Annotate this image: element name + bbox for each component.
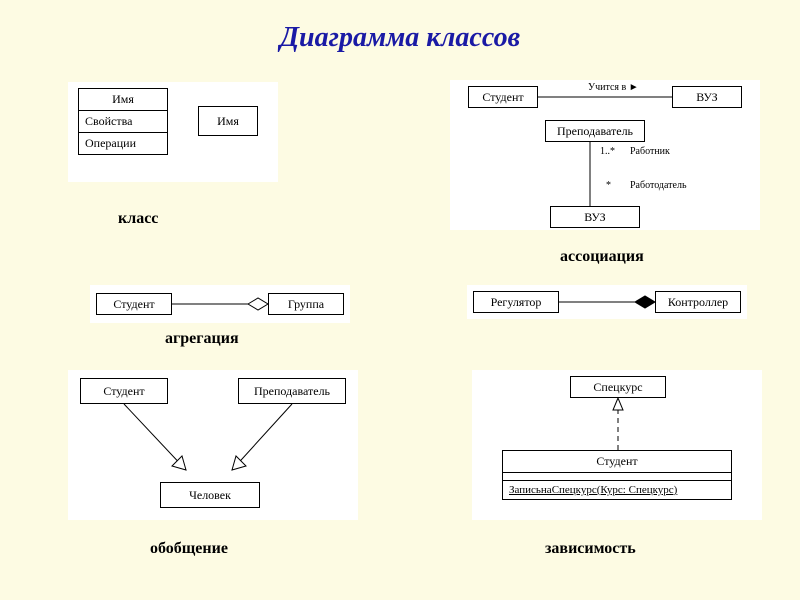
assoc-role2: Работодатель (630, 180, 687, 191)
class-box-simple: Имя (198, 106, 258, 136)
comp-left: Регулятор (473, 291, 559, 313)
assoc-vuz2: ВУЗ (550, 206, 640, 228)
agg-left: Студент (96, 293, 172, 315)
assoc-role1: Работник (630, 146, 670, 157)
assoc-teacher: Преподаватель (545, 120, 645, 142)
dep-student-method: ЗаписьнаСпецкурс(Курс: Спецкурс) (503, 481, 731, 499)
gen-right: Преподаватель (238, 378, 346, 404)
label-aggregation: агрегация (165, 330, 239, 348)
class-name-row: Имя (79, 89, 167, 111)
panel-generalization: Студент Преподаватель Человек (68, 370, 358, 520)
dep-top: Спецкурс (570, 376, 666, 398)
agg-right: Группа (268, 293, 344, 315)
class-props-row: Свойства (79, 111, 167, 133)
assoc-student: Студент (468, 86, 538, 108)
dep-student-name: Студент (503, 451, 731, 473)
class-box-full: Имя Свойства Операции (78, 88, 168, 155)
gen-left: Студент (80, 378, 168, 404)
page-title: Диаграмма классов (0, 22, 800, 54)
gen-parent: Человек (160, 482, 260, 508)
assoc-label: Учится в ► (588, 82, 639, 93)
dep-student-box: Студент ЗаписьнаСпецкурс(Курс: Спецкурс) (502, 450, 732, 500)
label-generalization: обобщение (150, 540, 228, 558)
assoc-mult1: 1..* (600, 146, 615, 157)
label-association: ассоциация (560, 248, 644, 266)
panel-class: Имя Свойства Операции Имя (68, 82, 278, 182)
dep-student-empty (503, 473, 731, 481)
assoc-vuz: ВУЗ (672, 86, 742, 108)
panel-association: Студент ВУЗ Учится в ► Преподаватель ВУЗ… (450, 80, 760, 230)
comp-right: Контроллер (655, 291, 741, 313)
panel-aggregation: Студент Группа (90, 285, 350, 323)
panel-dependency: Спецкурс Студент ЗаписьнаСпецкурс(Курс: … (472, 370, 762, 520)
label-dependency: зависимость (545, 540, 636, 558)
assoc-mult2: * (606, 180, 611, 191)
label-class: класс (118, 210, 158, 228)
panel-composition: Регулятор Контроллер (467, 285, 747, 319)
class-ops-row: Операции (79, 133, 167, 154)
